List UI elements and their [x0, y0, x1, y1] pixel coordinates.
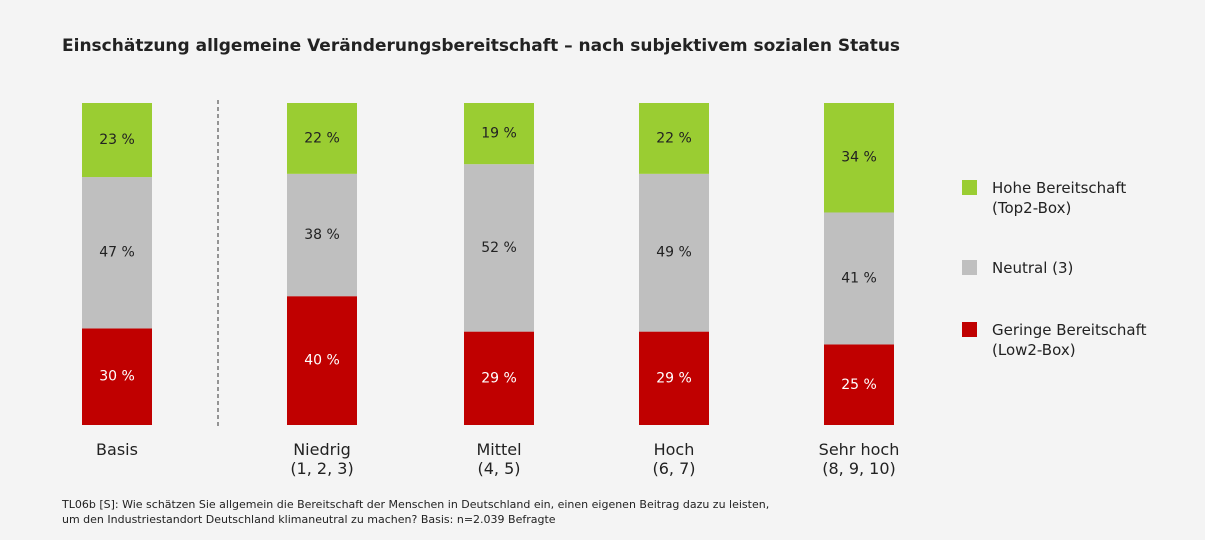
value-label: 29 %	[481, 370, 517, 386]
legend-swatch	[962, 260, 977, 275]
x-tick-label: Hoch (6, 7)	[652, 440, 696, 478]
bar-segment	[287, 296, 357, 425]
value-label: 23 %	[99, 132, 135, 148]
value-label: 22 %	[656, 130, 692, 146]
x-tick-label: Mittel (4, 5)	[476, 440, 522, 478]
bar-segment	[82, 103, 152, 178]
bar-segment	[287, 103, 357, 174]
value-label: 22 %	[304, 130, 340, 146]
chart-title: Einschätzung allgemeine Veränderungsbere…	[62, 36, 901, 56]
value-label: 47 %	[99, 245, 135, 261]
value-label: 34 %	[841, 150, 877, 166]
value-label: 52 %	[481, 240, 517, 256]
footnote: TL06b [S]: Wie schätzen Sie allgemein di…	[62, 498, 770, 526]
bar-segment	[639, 103, 709, 174]
value-label: 38 %	[304, 227, 340, 243]
bar-segment	[82, 328, 152, 425]
bar-segment	[464, 164, 534, 332]
value-label: 29 %	[656, 370, 692, 386]
bar-segment	[824, 103, 894, 213]
bar-segment	[464, 103, 534, 165]
value-label: 41 %	[841, 270, 877, 286]
x-tick-label: Sehr hoch (8, 9, 10)	[818, 440, 900, 478]
bar-segment	[464, 331, 534, 425]
legend-swatch	[962, 180, 977, 195]
legend-label: Hohe Bereitschaft (Top2-Box)	[992, 179, 1127, 217]
value-label: 25 %	[841, 377, 877, 393]
bar-segment	[824, 212, 894, 345]
legend-swatch	[962, 322, 977, 337]
value-label: 30 %	[99, 369, 135, 385]
bar-segment	[287, 173, 357, 297]
legend-label: Neutral (3)	[992, 259, 1074, 277]
x-tick-label: Niedrig (1, 2, 3)	[290, 440, 354, 478]
value-label: 40 %	[304, 353, 340, 369]
legend-label: Geringe Bereitschaft (Low2-Box)	[992, 321, 1147, 359]
value-label: 49 %	[656, 245, 692, 261]
bar-segment	[639, 173, 709, 332]
bar-segment	[824, 344, 894, 425]
bar-segment	[639, 331, 709, 425]
value-label: 19 %	[481, 126, 517, 142]
x-tick-label: Basis	[96, 440, 138, 459]
bar-segment	[82, 177, 152, 329]
